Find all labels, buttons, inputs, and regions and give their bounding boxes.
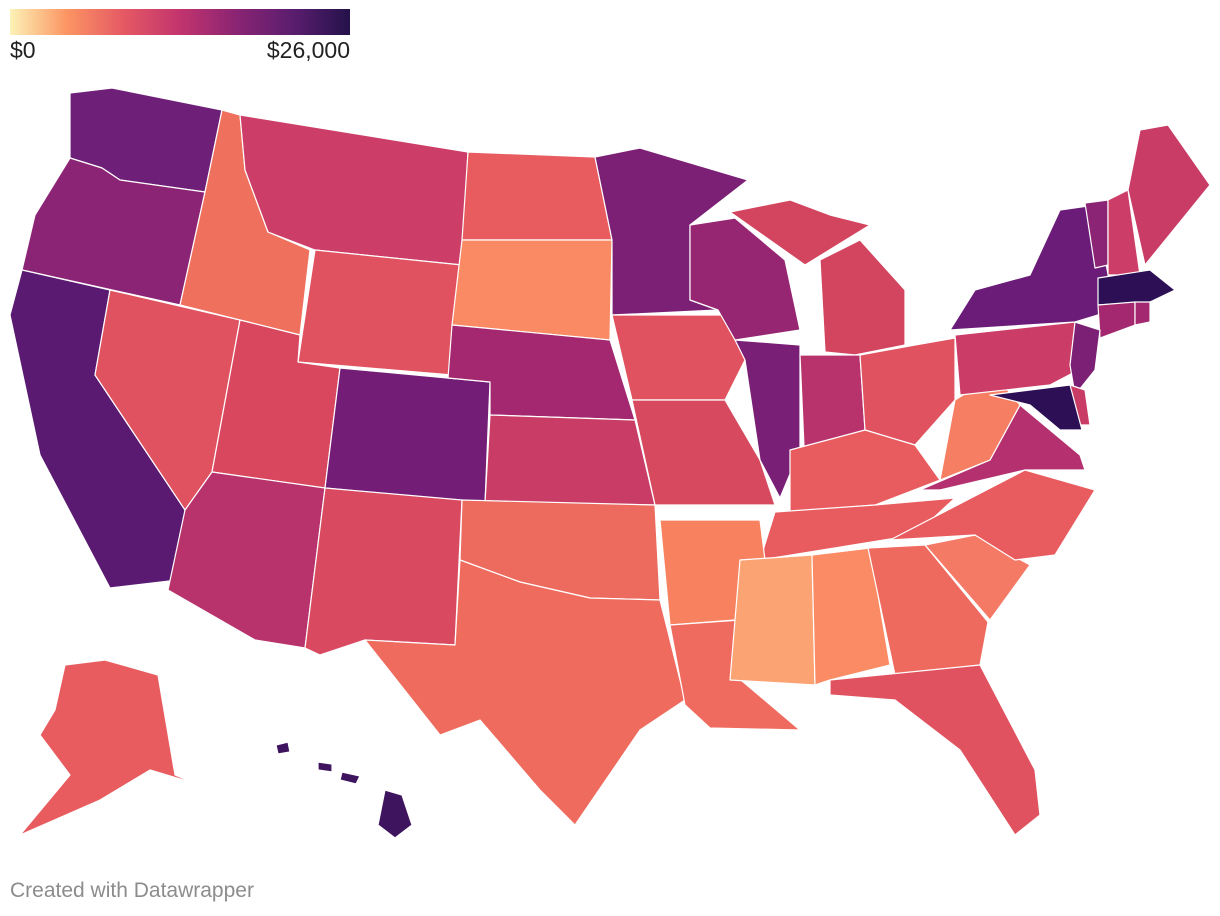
state-sc [924, 534, 1031, 621]
state-sd [451, 239, 613, 341]
state-hi [317, 761, 333, 773]
state-oh [859, 337, 956, 446]
state-hi [275, 741, 291, 755]
state-nd [461, 151, 613, 241]
state-wi [689, 217, 801, 341]
state-mi [819, 239, 906, 356]
state-ak [19, 659, 246, 836]
legend-min-label: $0 [10, 37, 36, 63]
state-ma [1097, 269, 1176, 306]
state-hi [339, 771, 361, 785]
state-me [1127, 124, 1211, 266]
state-ny [949, 204, 1111, 331]
state-ms [729, 554, 816, 686]
state-fl [829, 664, 1041, 836]
legend-max-label: $26,000 [266, 37, 350, 63]
state-hi [377, 789, 413, 839]
legend-gradient-bar [10, 9, 350, 35]
state-ct [1097, 301, 1136, 339]
state-ri [1134, 301, 1151, 326]
state-nj [1069, 321, 1101, 396]
state-nm [304, 487, 463, 656]
state-wy [297, 249, 463, 376]
state-pa [954, 321, 1089, 396]
state-ks [484, 414, 656, 506]
state-il [734, 339, 801, 499]
state-ia [611, 314, 746, 401]
state-al [811, 547, 891, 686]
state-tx [364, 559, 686, 826]
state-md [989, 384, 1083, 431]
color-legend: $0 $26,000 [10, 9, 350, 67]
state-co [324, 367, 491, 504]
state-mi [729, 199, 871, 266]
datawrapper-credit: Created with Datawrapper [10, 879, 254, 902]
state-mo [631, 399, 776, 506]
state-ga [867, 544, 989, 676]
